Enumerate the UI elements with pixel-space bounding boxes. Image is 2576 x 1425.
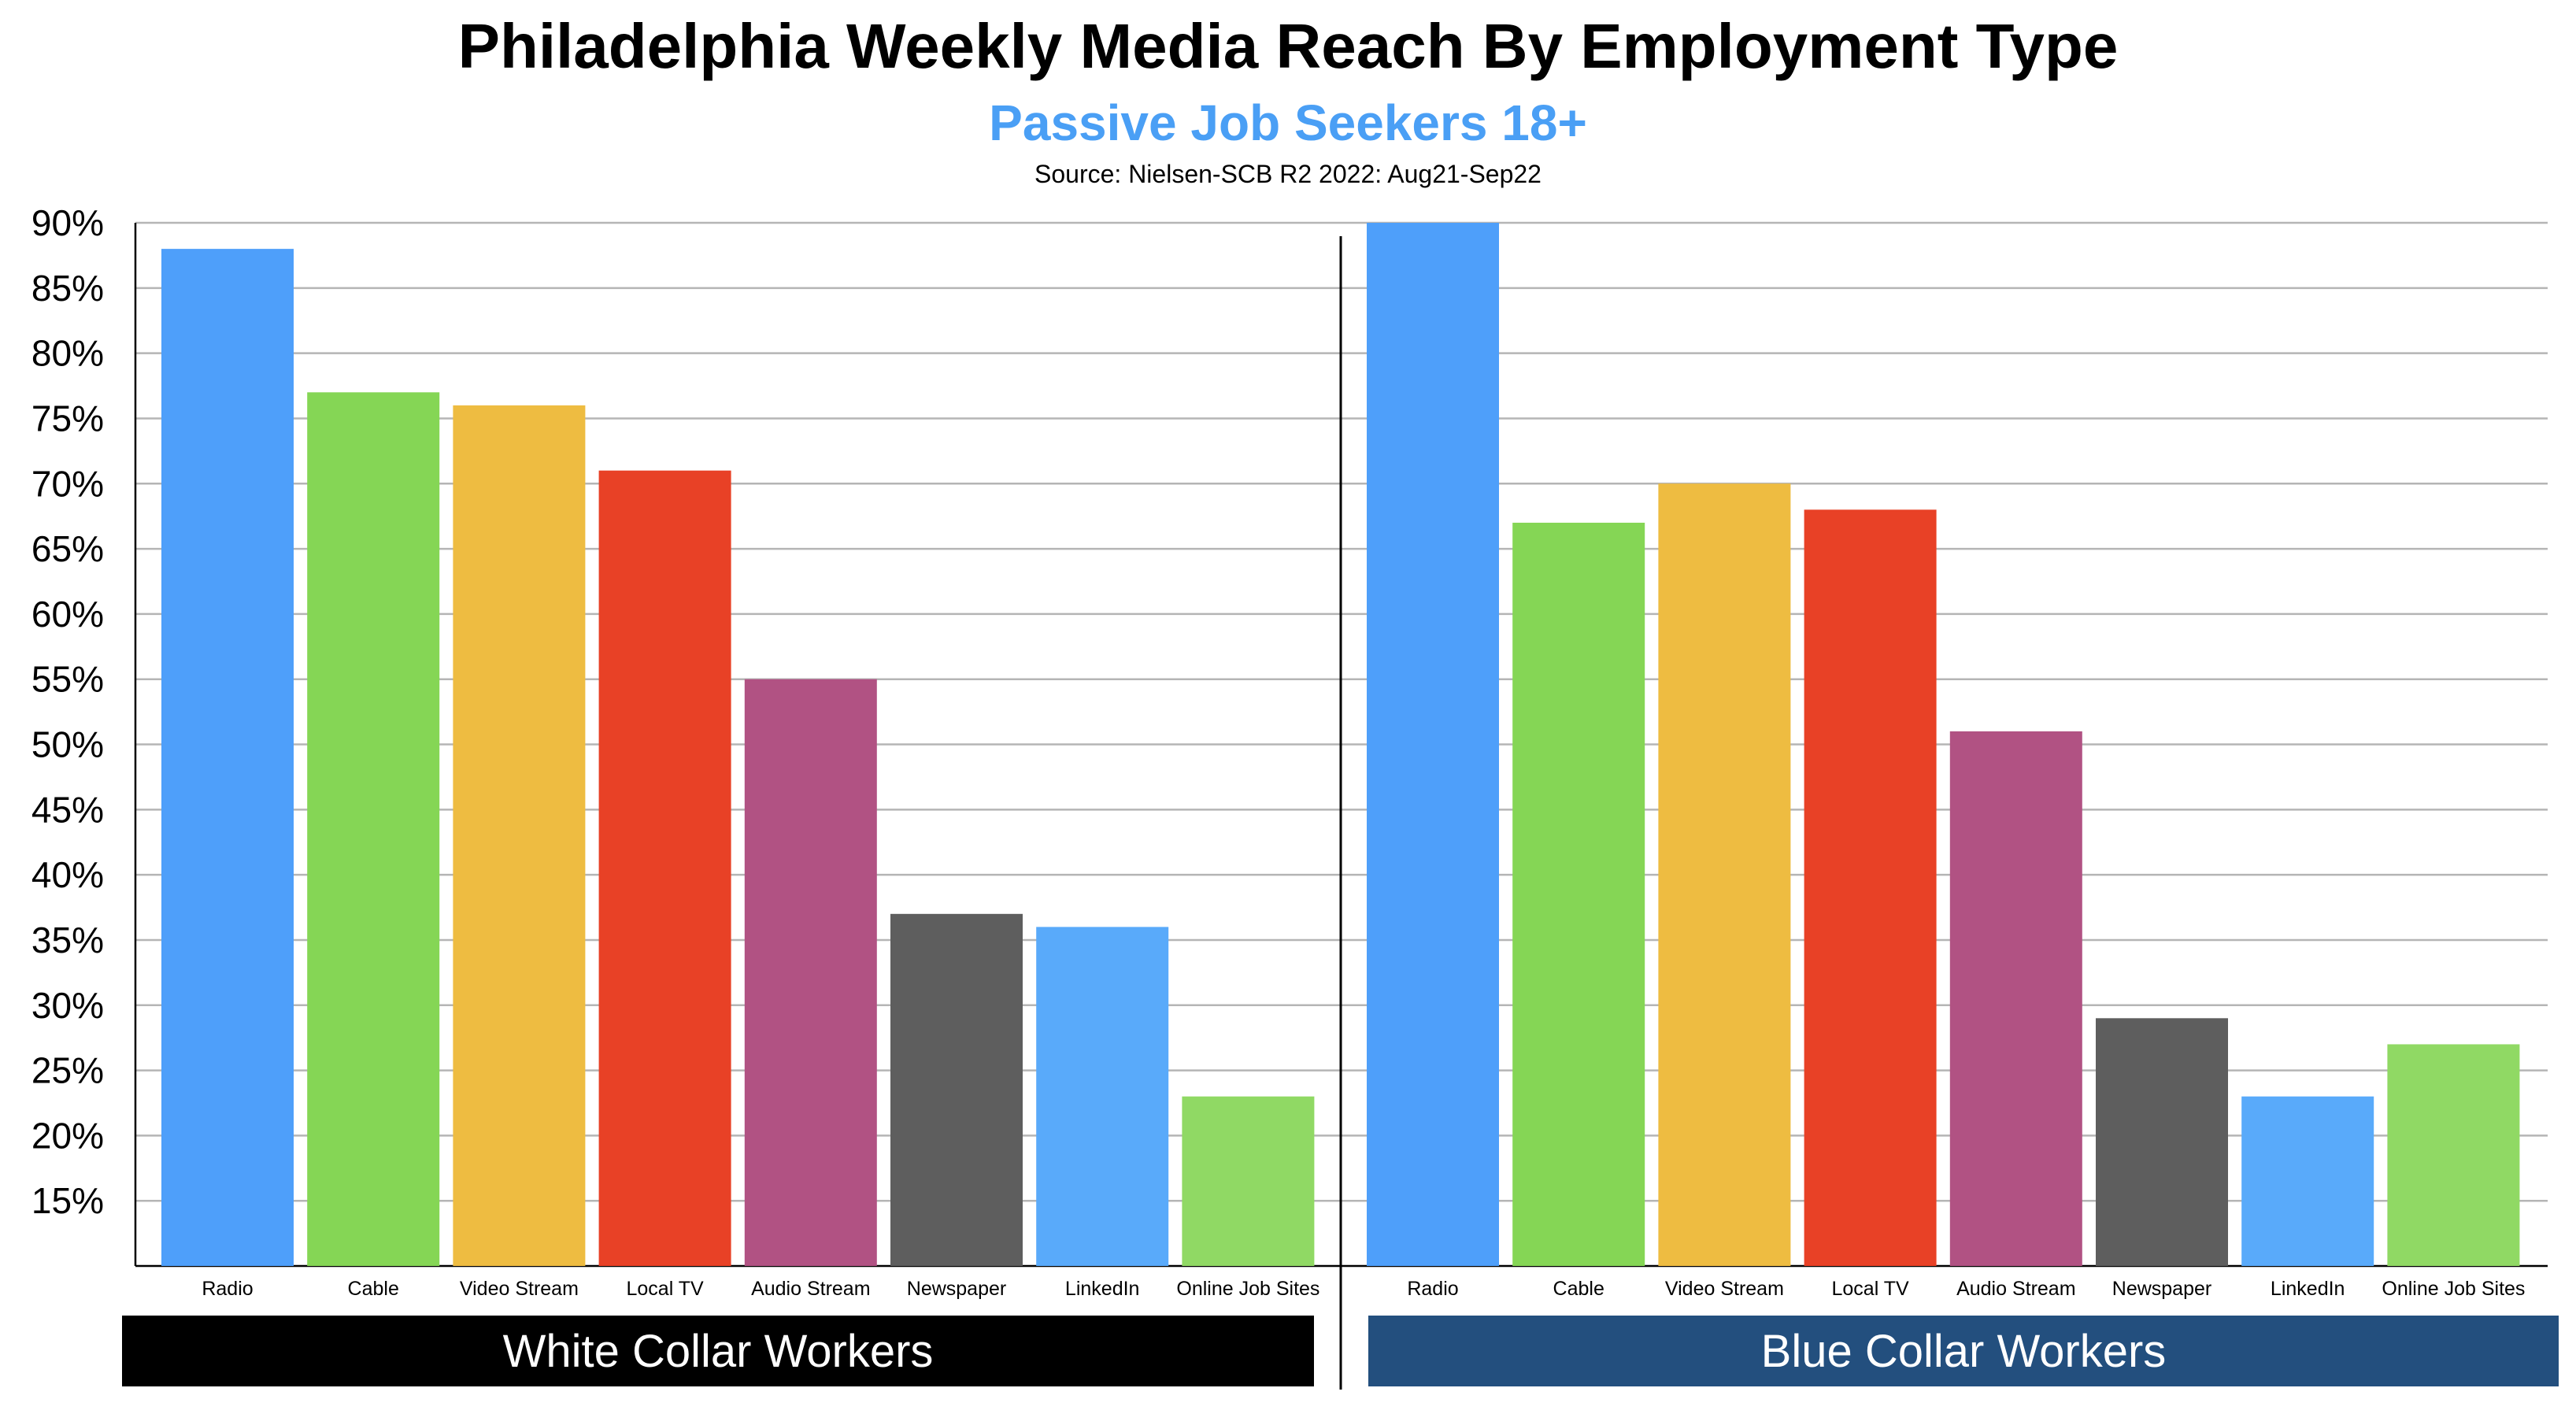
y-tick-label: 50% <box>31 724 104 765</box>
bar-video-stream <box>1658 483 1791 1266</box>
bar-cable <box>307 392 440 1266</box>
category-label: LinkedIn <box>1065 1278 1140 1300</box>
group-banners: White Collar Workers Blue Collar Workers <box>122 1316 2559 1386</box>
y-tick-label: 80% <box>31 333 104 374</box>
bar-local-tv <box>598 470 731 1266</box>
category-label: Cable <box>348 1278 399 1300</box>
y-tick-label: 90% <box>31 202 104 243</box>
y-tick-label: 30% <box>31 985 104 1026</box>
category-label: Radio <box>1407 1278 1458 1300</box>
bar-video-stream <box>453 405 586 1266</box>
y-tick-label: 85% <box>31 268 104 309</box>
category-label: Newspaper <box>907 1278 1006 1300</box>
group-banner <box>122 1316 1314 1386</box>
bar-linkedin <box>1036 927 1169 1266</box>
category-label: Audio Stream <box>751 1278 870 1300</box>
category-label: Video Stream <box>460 1278 579 1300</box>
category-label: Online Job Sites <box>1176 1278 1319 1300</box>
y-tick-label: 20% <box>31 1115 104 1156</box>
y-tick-label: 25% <box>31 1050 104 1091</box>
y-tick-label: 45% <box>31 789 104 830</box>
group-banner <box>1368 1316 2559 1386</box>
y-tick-label: 70% <box>31 463 104 504</box>
group-banner-label: Blue Collar Workers <box>1761 1326 2167 1377</box>
category-label: Radio <box>202 1278 253 1300</box>
category-label: Local TV <box>626 1278 704 1300</box>
y-tick-label: 35% <box>31 920 104 960</box>
bar-online-job-sites <box>1182 1096 1315 1266</box>
category-label: LinkedIn <box>2271 1278 2345 1300</box>
category-label: Video Stream <box>1665 1278 1784 1300</box>
chart-subtitle: Passive Job Seekers 18+ <box>989 94 1587 151</box>
category-label: Local TV <box>1831 1278 1909 1300</box>
bar-local-tv <box>1804 509 1937 1266</box>
y-tick-label: 15% <box>31 1180 104 1221</box>
bar-linkedin <box>2241 1096 2374 1266</box>
y-tick-label: 40% <box>31 854 104 895</box>
category-label: Audio Stream <box>1956 1278 2075 1300</box>
bar-audio-stream <box>1949 731 2082 1266</box>
bar-online-job-sites <box>2387 1044 2520 1266</box>
bar-audio-stream <box>744 679 877 1266</box>
y-axis-ticks: 15% 20% 25% 30% 35% 40% 45% 50% 55% 60% 65% 70% 75% 8… <box>31 202 104 1221</box>
bar-radio <box>161 249 294 1266</box>
chart-source: Source: Nielsen-SCB R2 2022: Aug21-Sep22 <box>1034 160 1542 188</box>
category-label: Newspaper <box>2112 1278 2211 1300</box>
bar-radio <box>1367 223 1499 1266</box>
bar-newspaper <box>2096 1018 2228 1266</box>
y-tick-label: 75% <box>31 398 104 439</box>
category-labels: Radio Cable Video Stream Local TV Audio Stre… <box>202 1278 2525 1300</box>
category-label: Online Job Sites <box>2382 1278 2525 1300</box>
category-label: Cable <box>1553 1278 1604 1300</box>
bars <box>161 223 2520 1266</box>
bar-cable <box>1512 522 1645 1266</box>
bar-newspaper <box>890 913 1023 1266</box>
y-tick-label: 60% <box>31 594 104 635</box>
group-banner-label: White Collar Workers <box>503 1326 934 1377</box>
chart-title: Philadelphia Weekly Media Reach By Emplo… <box>458 11 2119 81</box>
y-tick-label: 65% <box>31 528 104 569</box>
y-tick-label: 55% <box>31 659 104 700</box>
